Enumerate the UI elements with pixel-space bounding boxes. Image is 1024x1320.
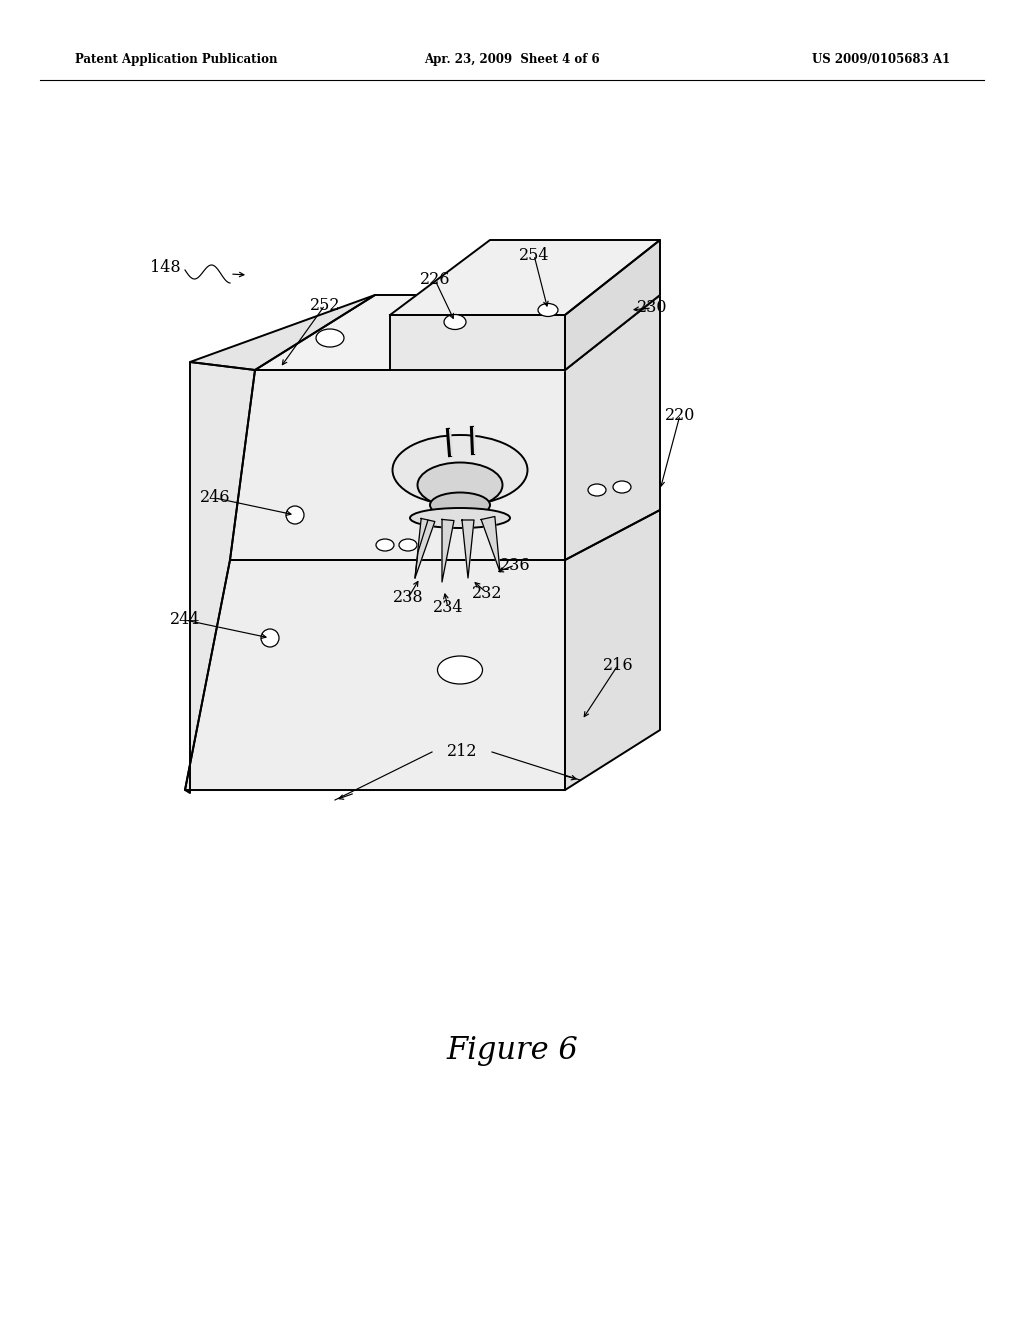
Polygon shape (185, 560, 565, 789)
Ellipse shape (410, 508, 510, 528)
Ellipse shape (444, 314, 466, 330)
Text: 244: 244 (170, 611, 200, 628)
Polygon shape (255, 294, 660, 370)
Polygon shape (415, 519, 435, 578)
Ellipse shape (286, 506, 304, 524)
Text: 220: 220 (665, 407, 695, 424)
Ellipse shape (418, 462, 503, 507)
Ellipse shape (613, 480, 631, 492)
Ellipse shape (261, 630, 279, 647)
Text: 246: 246 (200, 490, 230, 507)
Polygon shape (390, 240, 660, 315)
Ellipse shape (430, 492, 490, 517)
Text: Patent Application Publication: Patent Application Publication (75, 54, 278, 66)
Text: 236: 236 (500, 557, 530, 573)
Polygon shape (442, 520, 454, 582)
Text: Figure 6: Figure 6 (446, 1035, 578, 1065)
Text: 148: 148 (150, 260, 180, 276)
Text: 226: 226 (420, 272, 451, 289)
Ellipse shape (316, 329, 344, 347)
Ellipse shape (392, 436, 527, 506)
Polygon shape (462, 520, 474, 578)
Polygon shape (390, 315, 565, 370)
Text: 254: 254 (519, 247, 549, 264)
Ellipse shape (437, 656, 482, 684)
Text: 234: 234 (433, 599, 463, 616)
Polygon shape (481, 516, 500, 572)
Polygon shape (565, 294, 660, 560)
Polygon shape (565, 240, 660, 370)
Ellipse shape (538, 304, 558, 317)
Text: 232: 232 (472, 585, 502, 602)
Text: 252: 252 (309, 297, 340, 314)
Text: 216: 216 (603, 656, 633, 673)
Text: 238: 238 (392, 590, 423, 606)
Ellipse shape (399, 539, 417, 550)
Text: US 2009/0105683 A1: US 2009/0105683 A1 (812, 54, 950, 66)
Polygon shape (230, 370, 565, 560)
Polygon shape (190, 294, 375, 370)
Polygon shape (565, 510, 660, 789)
Ellipse shape (376, 539, 394, 550)
Text: 230: 230 (637, 300, 668, 317)
Text: 212: 212 (446, 743, 477, 760)
Text: Apr. 23, 2009  Sheet 4 of 6: Apr. 23, 2009 Sheet 4 of 6 (424, 54, 600, 66)
Ellipse shape (588, 484, 606, 496)
Polygon shape (185, 362, 255, 793)
